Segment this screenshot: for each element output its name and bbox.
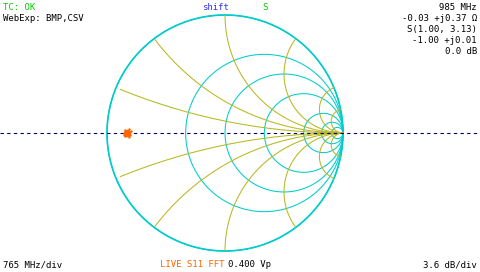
Text: S(1.00, 3.13): S(1.00, 3.13): [407, 25, 477, 34]
Text: TC: OK: TC: OK: [3, 3, 35, 12]
Text: 985 MHz: 985 MHz: [439, 3, 477, 12]
Text: 0.400 Vp: 0.400 Vp: [228, 260, 271, 269]
Text: S: S: [262, 3, 268, 12]
Text: 765 MHz/div: 765 MHz/div: [3, 260, 62, 269]
Text: -1.00 +j0.01: -1.00 +j0.01: [412, 36, 477, 45]
Text: -0.03 +j0.37 Ω: -0.03 +j0.37 Ω: [402, 14, 477, 23]
Text: 3.6 dB/div: 3.6 dB/div: [423, 260, 477, 269]
Text: 0.0 dB: 0.0 dB: [445, 47, 477, 56]
Text: LIVE S11 FFT: LIVE S11 FFT: [160, 260, 225, 269]
Text: shift: shift: [202, 3, 228, 12]
Text: WebExp: BMP,CSV: WebExp: BMP,CSV: [3, 14, 84, 23]
